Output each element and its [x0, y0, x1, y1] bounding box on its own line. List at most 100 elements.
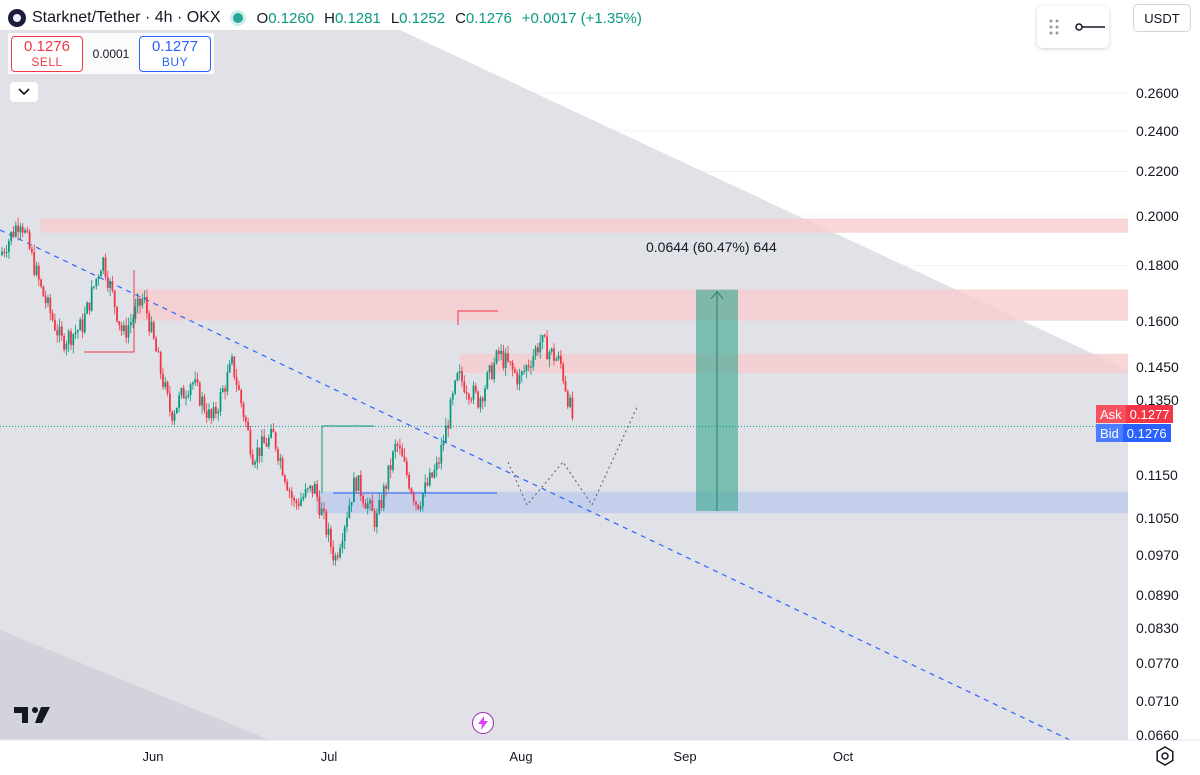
gear-icon[interactable] — [1154, 745, 1176, 767]
candle-body — [366, 503, 369, 509]
candle-body — [123, 325, 125, 332]
candle-body — [445, 425, 447, 443]
candle-body — [389, 465, 392, 470]
candle-body — [428, 472, 431, 486]
candle-body — [277, 448, 279, 461]
drawing-toolbar — [1037, 6, 1109, 48]
candle-body — [530, 366, 532, 368]
candle-body — [493, 363, 496, 380]
symbol-title[interactable]: Starknet/Tether · 4h · OKX — [32, 9, 221, 26]
candle-body — [210, 409, 213, 419]
currency-selector[interactable]: USDT — [1133, 4, 1191, 32]
candle-body — [12, 231, 15, 237]
measurement-label: 0.0644 (60.47%) 644 — [646, 239, 777, 255]
candle-body — [203, 396, 206, 411]
candle-body — [479, 398, 482, 408]
candle-body — [323, 508, 325, 512]
candle-body — [267, 437, 270, 447]
projection-path — [507, 404, 639, 507]
candle-body — [461, 371, 463, 382]
candle-body — [472, 385, 475, 400]
buy-button[interactable]: 0.1277 BUY — [139, 35, 211, 72]
candle-body — [54, 319, 56, 331]
candle-body — [100, 270, 102, 277]
candle-body — [47, 297, 49, 304]
candle-body — [410, 488, 413, 494]
candle-body — [208, 409, 210, 418]
candle-body — [539, 342, 542, 353]
collapse-legend-button[interactable] — [10, 82, 38, 102]
price-change: +0.0017 (+1.35%) — [521, 9, 642, 27]
candle-body — [532, 356, 535, 367]
trade-panel: 0.1276 SELL 0.0001 0.1277 BUY — [8, 33, 214, 74]
ohlc-close: C0.1276 — [455, 9, 512, 27]
candle-body — [440, 445, 443, 464]
candle-body — [514, 369, 516, 373]
candle-body — [313, 483, 316, 494]
candle-body — [357, 475, 360, 491]
candle-body — [132, 318, 134, 323]
candle-body — [42, 286, 45, 297]
time-axis-bg — [0, 740, 1200, 775]
candle-body — [173, 413, 176, 421]
candle-body — [127, 325, 130, 338]
candle-body — [422, 493, 424, 507]
sell-button[interactable]: 0.1276 SELL — [11, 35, 83, 72]
candle-body — [155, 338, 157, 352]
candle-body — [8, 241, 10, 253]
candle-body — [320, 508, 323, 516]
upper-channel-shade — [0, 30, 1128, 740]
candle-body — [284, 475, 286, 482]
candle-body — [104, 257, 107, 278]
price-label: 0.2400 — [1136, 122, 1179, 139]
candle-body — [557, 355, 560, 360]
candle-body — [143, 296, 146, 299]
candle-body — [281, 458, 284, 476]
bid-price: 0.1276 — [1122, 424, 1171, 442]
candle-body — [442, 442, 445, 446]
candle-body — [380, 500, 383, 508]
time-label-oct: Oct — [832, 749, 854, 764]
candle-body — [242, 403, 245, 417]
candle-body — [527, 365, 530, 368]
price-label: 0.2200 — [1136, 163, 1179, 180]
candle-body — [152, 321, 155, 339]
candle-body — [387, 465, 390, 489]
candle-body — [334, 555, 337, 561]
zones — [40, 218, 1128, 514]
candle-body — [134, 306, 137, 319]
candle-body — [309, 485, 312, 489]
candle-body — [486, 372, 489, 389]
candle-body — [86, 302, 88, 314]
horizontal-line-icon[interactable] — [1073, 17, 1107, 37]
candle-body — [369, 500, 371, 504]
candle-body — [477, 391, 479, 408]
candle-body — [474, 385, 477, 392]
buy-label: BUY — [161, 54, 189, 69]
candle-body — [88, 302, 91, 311]
candle-body — [456, 372, 459, 381]
candle-body — [198, 382, 201, 406]
candle-body — [28, 231, 31, 249]
candle-body — [502, 350, 505, 368]
candle-body — [458, 371, 461, 373]
candle-body — [157, 351, 160, 353]
candle-body — [518, 375, 521, 385]
time-label-sep: Sep — [673, 749, 697, 764]
tradingview-logo-icon[interactable] — [14, 705, 52, 730]
price-label: 0.2600 — [1136, 85, 1179, 102]
drag-handle-icon[interactable] — [1043, 15, 1065, 39]
resistance-zone — [460, 353, 1128, 374]
candle-body — [355, 477, 358, 491]
lightning-bolt-icon[interactable] — [472, 712, 494, 734]
candle-body — [224, 388, 226, 392]
candle-body — [376, 513, 378, 528]
time-label-jul: Jul — [320, 749, 338, 764]
candle-body — [187, 394, 190, 397]
price-label: 0.1450 — [1136, 358, 1179, 375]
candle-body — [274, 432, 277, 449]
candle-body — [346, 517, 348, 527]
ask-price: 0.1277 — [1125, 405, 1174, 423]
candle-body — [392, 451, 394, 470]
